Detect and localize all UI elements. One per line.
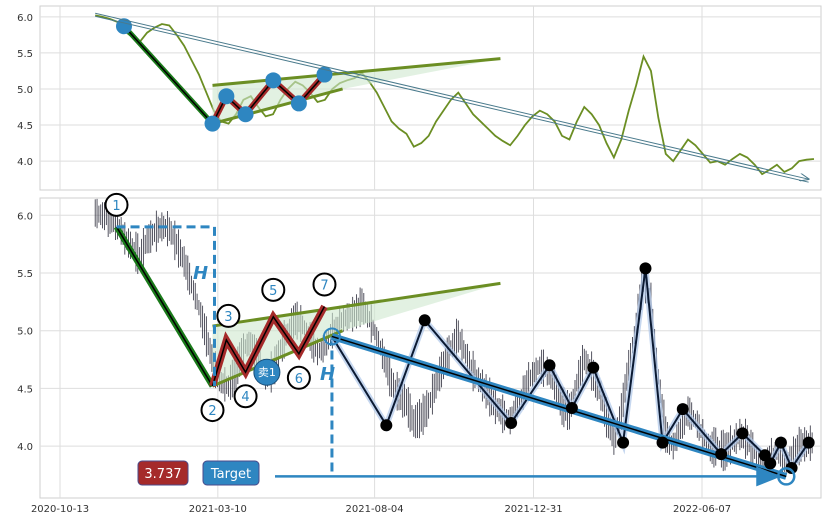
pattern-point-label: 2 [208, 404, 216, 419]
wedge-zigzag-core [211, 306, 326, 387]
top-y-tick-label: 5.5 [17, 49, 33, 60]
top-pattern-marker [204, 115, 221, 132]
target-marker [776, 467, 796, 486]
swing-point-marker [715, 448, 728, 461]
top-y-tick-label: 4.0 [17, 157, 33, 168]
swing-point-marker [774, 436, 787, 449]
height-label-primary: H [193, 263, 208, 284]
swing-point-marker [380, 419, 393, 432]
swing-point-marker [785, 462, 798, 474]
target-label-text: Target [210, 467, 251, 482]
pattern-point-label-ring [216, 303, 241, 328]
pattern-point-label-ring [233, 384, 258, 409]
target-label-badge: Target [202, 460, 260, 486]
height-label-secondary: H [320, 364, 335, 385]
pattern-point-label: 1 [112, 199, 120, 214]
pattern-point-label-ring [200, 398, 225, 423]
bottom-y-tick-label: 5.0 [17, 327, 33, 338]
flagpole-core [115, 226, 214, 387]
x-tick-label: 2021-03-10 [189, 504, 247, 515]
top-pattern-marker [218, 88, 235, 105]
pattern-point-label: 3 [224, 310, 232, 325]
top-pattern-marker [237, 106, 254, 123]
swing-point-marker [565, 402, 578, 414]
target-value-badge: 3.737 [137, 460, 189, 486]
top-y-tick-label: 4.5 [17, 121, 33, 132]
wedge-lower-line [211, 329, 344, 388]
top-pattern-marker [316, 66, 333, 83]
pattern-point-label-ring [286, 365, 311, 390]
sell-signal-marker [253, 358, 281, 386]
swing-point-marker [505, 417, 518, 429]
pattern-point-label-ring [104, 192, 129, 217]
pattern-point-label: 6 [295, 372, 303, 387]
projection-line [331, 335, 787, 478]
top-panel-frame [39, 5, 822, 191]
top-flagpole-core [123, 25, 214, 125]
swing-point-marker [639, 262, 652, 275]
wedge-upper-line [212, 281, 501, 328]
top-wedge-lower-line [212, 87, 343, 126]
top-wedge-upper-line [212, 57, 501, 87]
bottom-y-tick-label: 5.5 [17, 269, 33, 280]
bottom-y-tick-label: 4.0 [17, 442, 33, 453]
x-tick-label: 2020-10-13 [31, 504, 89, 515]
top-trend-arrow [95, 12, 808, 179]
swing-point-marker [736, 427, 749, 440]
target-value-text: 3.737 [144, 467, 181, 482]
top-pattern-marker [290, 95, 307, 112]
pattern-point-label-ring [312, 272, 337, 297]
top-trend-arrow-edge [95, 15, 809, 183]
pattern-point-label-ring [261, 277, 286, 302]
top-y-tick-label: 6.0 [17, 13, 33, 24]
top-wedge-fill [212, 58, 501, 124]
x-tick-label: 2022-06-07 [673, 504, 731, 515]
bottom-y-tick-label: 6.0 [17, 211, 33, 222]
x-tick-label: 2021-12-31 [504, 504, 562, 515]
swing-point-marker [676, 403, 689, 416]
swing-point-marker [802, 436, 815, 449]
pattern-point-label: 4 [241, 390, 249, 405]
pattern-point-label: 7 [320, 278, 328, 293]
top-y-tick-label: 5.0 [17, 85, 33, 96]
swing-point-marker [656, 436, 669, 449]
top-pattern-marker [115, 18, 132, 35]
swing-point-marker [418, 314, 431, 327]
x-tick-label: 2021-08-04 [346, 504, 404, 515]
swing-point-marker [617, 436, 630, 449]
bottom-y-tick-label: 4.5 [17, 384, 33, 395]
breakout-marker [322, 327, 341, 346]
swing-point-marker [543, 359, 556, 372]
wedge-fill [212, 283, 501, 387]
top-pattern-marker [265, 72, 282, 89]
swing-point-marker [764, 457, 777, 470]
sell-signal-label: 卖1 [258, 366, 276, 379]
pattern-point-label: 5 [269, 284, 277, 299]
swing-point-marker [587, 361, 600, 374]
